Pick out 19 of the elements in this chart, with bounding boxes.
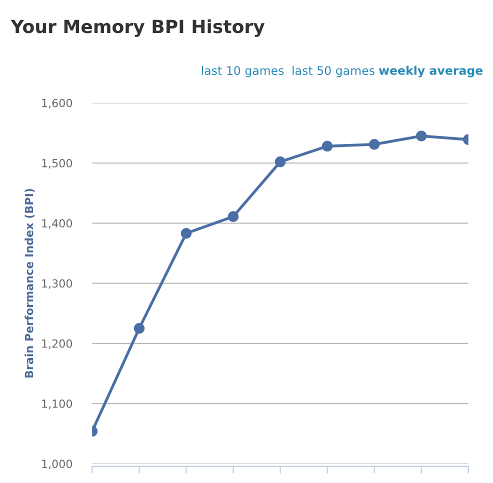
text: last 10 games (202, 66, 284, 78)
chart-title: Your Memory BPI History (10, 19, 265, 37)
text: last 50 games (292, 66, 374, 78)
y-tick-label: 1,300 (42, 279, 72, 289)
y-tick-label: 1,000 (42, 460, 72, 470)
y-axis-title: Brain Performance Index (BPI) (24, 188, 35, 378)
point (322, 140, 333, 152)
point (274, 156, 286, 168)
point (368, 138, 380, 150)
point (134, 323, 145, 334)
y-tick-label: 1,200 (42, 339, 72, 349)
y-tick-label: 1,500 (42, 158, 72, 169)
y-tick-label: 1,600 (42, 98, 72, 108)
point (416, 130, 427, 142)
point (180, 228, 192, 239)
y-tick-label: 1,400 (42, 219, 72, 229)
point (228, 211, 239, 222)
text: weekly average (379, 66, 483, 78)
y-tick-label: 1,100 (42, 400, 72, 410)
